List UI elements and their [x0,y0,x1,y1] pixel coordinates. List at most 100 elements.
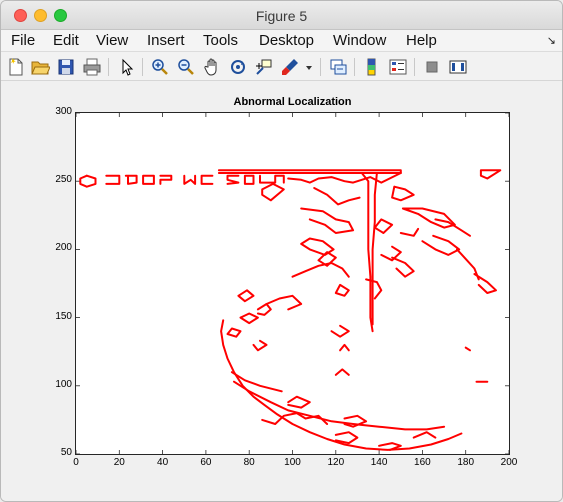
contour-line-8 [226,174,240,185]
contour-line-15 [220,319,463,451]
hide-plot-tools-icon[interactable] [422,57,442,77]
toolbar-separator [320,58,321,76]
contour-line-42 [287,395,311,409]
menu-desktop[interactable]: Desktop [259,32,315,49]
brush-dropdown-icon[interactable] [303,57,315,77]
contour-line-11 [287,172,402,184]
contour-line-27 [256,303,272,316]
menu-file[interactable]: File [11,32,36,49]
colorbar-icon[interactable] [362,57,382,77]
contour-line-7 [200,174,214,185]
chart-title: Abnormal Localization [233,96,352,108]
x-tick-label: 60 [200,457,212,468]
contour-line-12 [360,172,374,333]
contour-line-50 [434,218,471,237]
contour-line-24 [237,289,255,303]
window-title: Figure 5 [255,8,308,24]
contour-line-18 [300,207,355,234]
contour-line-44 [343,414,368,428]
data-cursor-icon[interactable] [254,57,274,77]
close-window-button[interactable] [14,9,27,22]
contour-line-30 [401,207,456,229]
y-tick-label: 100 [55,378,72,390]
contour-line-10 [259,174,285,184]
contour-line-49 [339,343,350,352]
contour-line-46 [412,431,437,439]
brush-icon[interactable] [280,57,300,77]
contour-line-39 [330,324,350,338]
contour-line-47 [252,339,268,352]
contour-line-3 [124,174,138,185]
print-icon[interactable] [82,57,102,77]
contour-line-5 [159,174,173,185]
x-tick-label: 160 [414,457,431,468]
zoom-window-button[interactable] [54,9,67,22]
pan-hand-icon[interactable] [202,57,222,77]
minimize-window-button[interactable] [34,9,47,22]
contour-line-32 [456,248,480,281]
x-tick-label: 180 [457,457,475,468]
contour-line-33 [391,256,415,278]
contour-line-26 [226,327,242,338]
toolbar-separator [108,58,109,76]
y-tick-label: 50 [60,447,72,458]
zoom-in-icon[interactable] [150,57,170,77]
contour-line-22 [291,262,350,278]
plot-axes[interactable] [75,112,510,455]
select-arrow-icon[interactable] [117,57,137,77]
contour-line-40 [473,273,497,294]
x-tick-label: 0 [73,457,79,468]
title-bar: Figure 5 [1,1,562,30]
menu-window[interactable]: Window [333,32,387,49]
y-tick-label: 300 [55,106,72,117]
contour-line-16 [233,380,446,431]
contour-line-13 [371,172,378,326]
x-tick-label: 140 [370,457,388,468]
contour-line-17 [230,371,283,393]
contour-line-4 [142,174,155,185]
menu-edit[interactable]: Edit [53,32,79,49]
contour-line-9 [243,174,255,185]
open-file-icon[interactable] [30,57,50,77]
x-tick-label: 120 [327,457,345,468]
new-figure-icon[interactable] [6,57,26,77]
link-plot-icon[interactable] [328,57,348,77]
contour-line-1 [79,174,97,188]
menu-bar: File Edit View Insert Tools Desktop Wind… [1,30,562,52]
menu-help[interactable]: Help [406,32,437,49]
save-icon[interactable] [56,57,76,77]
contour-line-2 [105,174,121,185]
y-tick-label: 150 [55,310,72,322]
contour-line-36 [380,245,402,262]
toolbar-separator [414,58,415,76]
rotate-3d-icon[interactable] [228,57,248,77]
plot-svg [76,113,509,454]
contour-line-28 [365,278,383,300]
contour-line-48 [334,368,350,376]
toolbar-separator [354,58,355,76]
menu-tools[interactable]: Tools [203,32,239,49]
contour-line-38 [334,283,350,297]
contour-line-25 [239,312,259,325]
x-tick-label: 20 [113,457,125,468]
legend-icon[interactable] [388,57,408,77]
menu-view[interactable]: View [96,32,129,49]
contour-line-21 [261,182,285,202]
contour-line-23 [265,294,303,311]
zoom-out-icon[interactable] [176,57,196,77]
contour-line-20 [300,237,335,256]
contour-line-43 [334,431,359,445]
contour-line-41 [261,412,329,425]
contour-line-19 [313,187,361,206]
toolbar-separator [142,58,143,76]
x-tick-label: 200 [500,457,518,468]
y-tick-label: 250 [55,174,72,186]
contour-line-6 [183,174,197,185]
dock-arrow-icon[interactable]: ↘ [546,35,556,47]
menu-insert[interactable]: Insert [147,32,185,49]
contour-line-51 [464,346,471,352]
y-tick-label: 200 [55,242,72,254]
show-plot-tools-icon[interactable] [448,57,468,77]
contour-line-35 [373,218,394,234]
